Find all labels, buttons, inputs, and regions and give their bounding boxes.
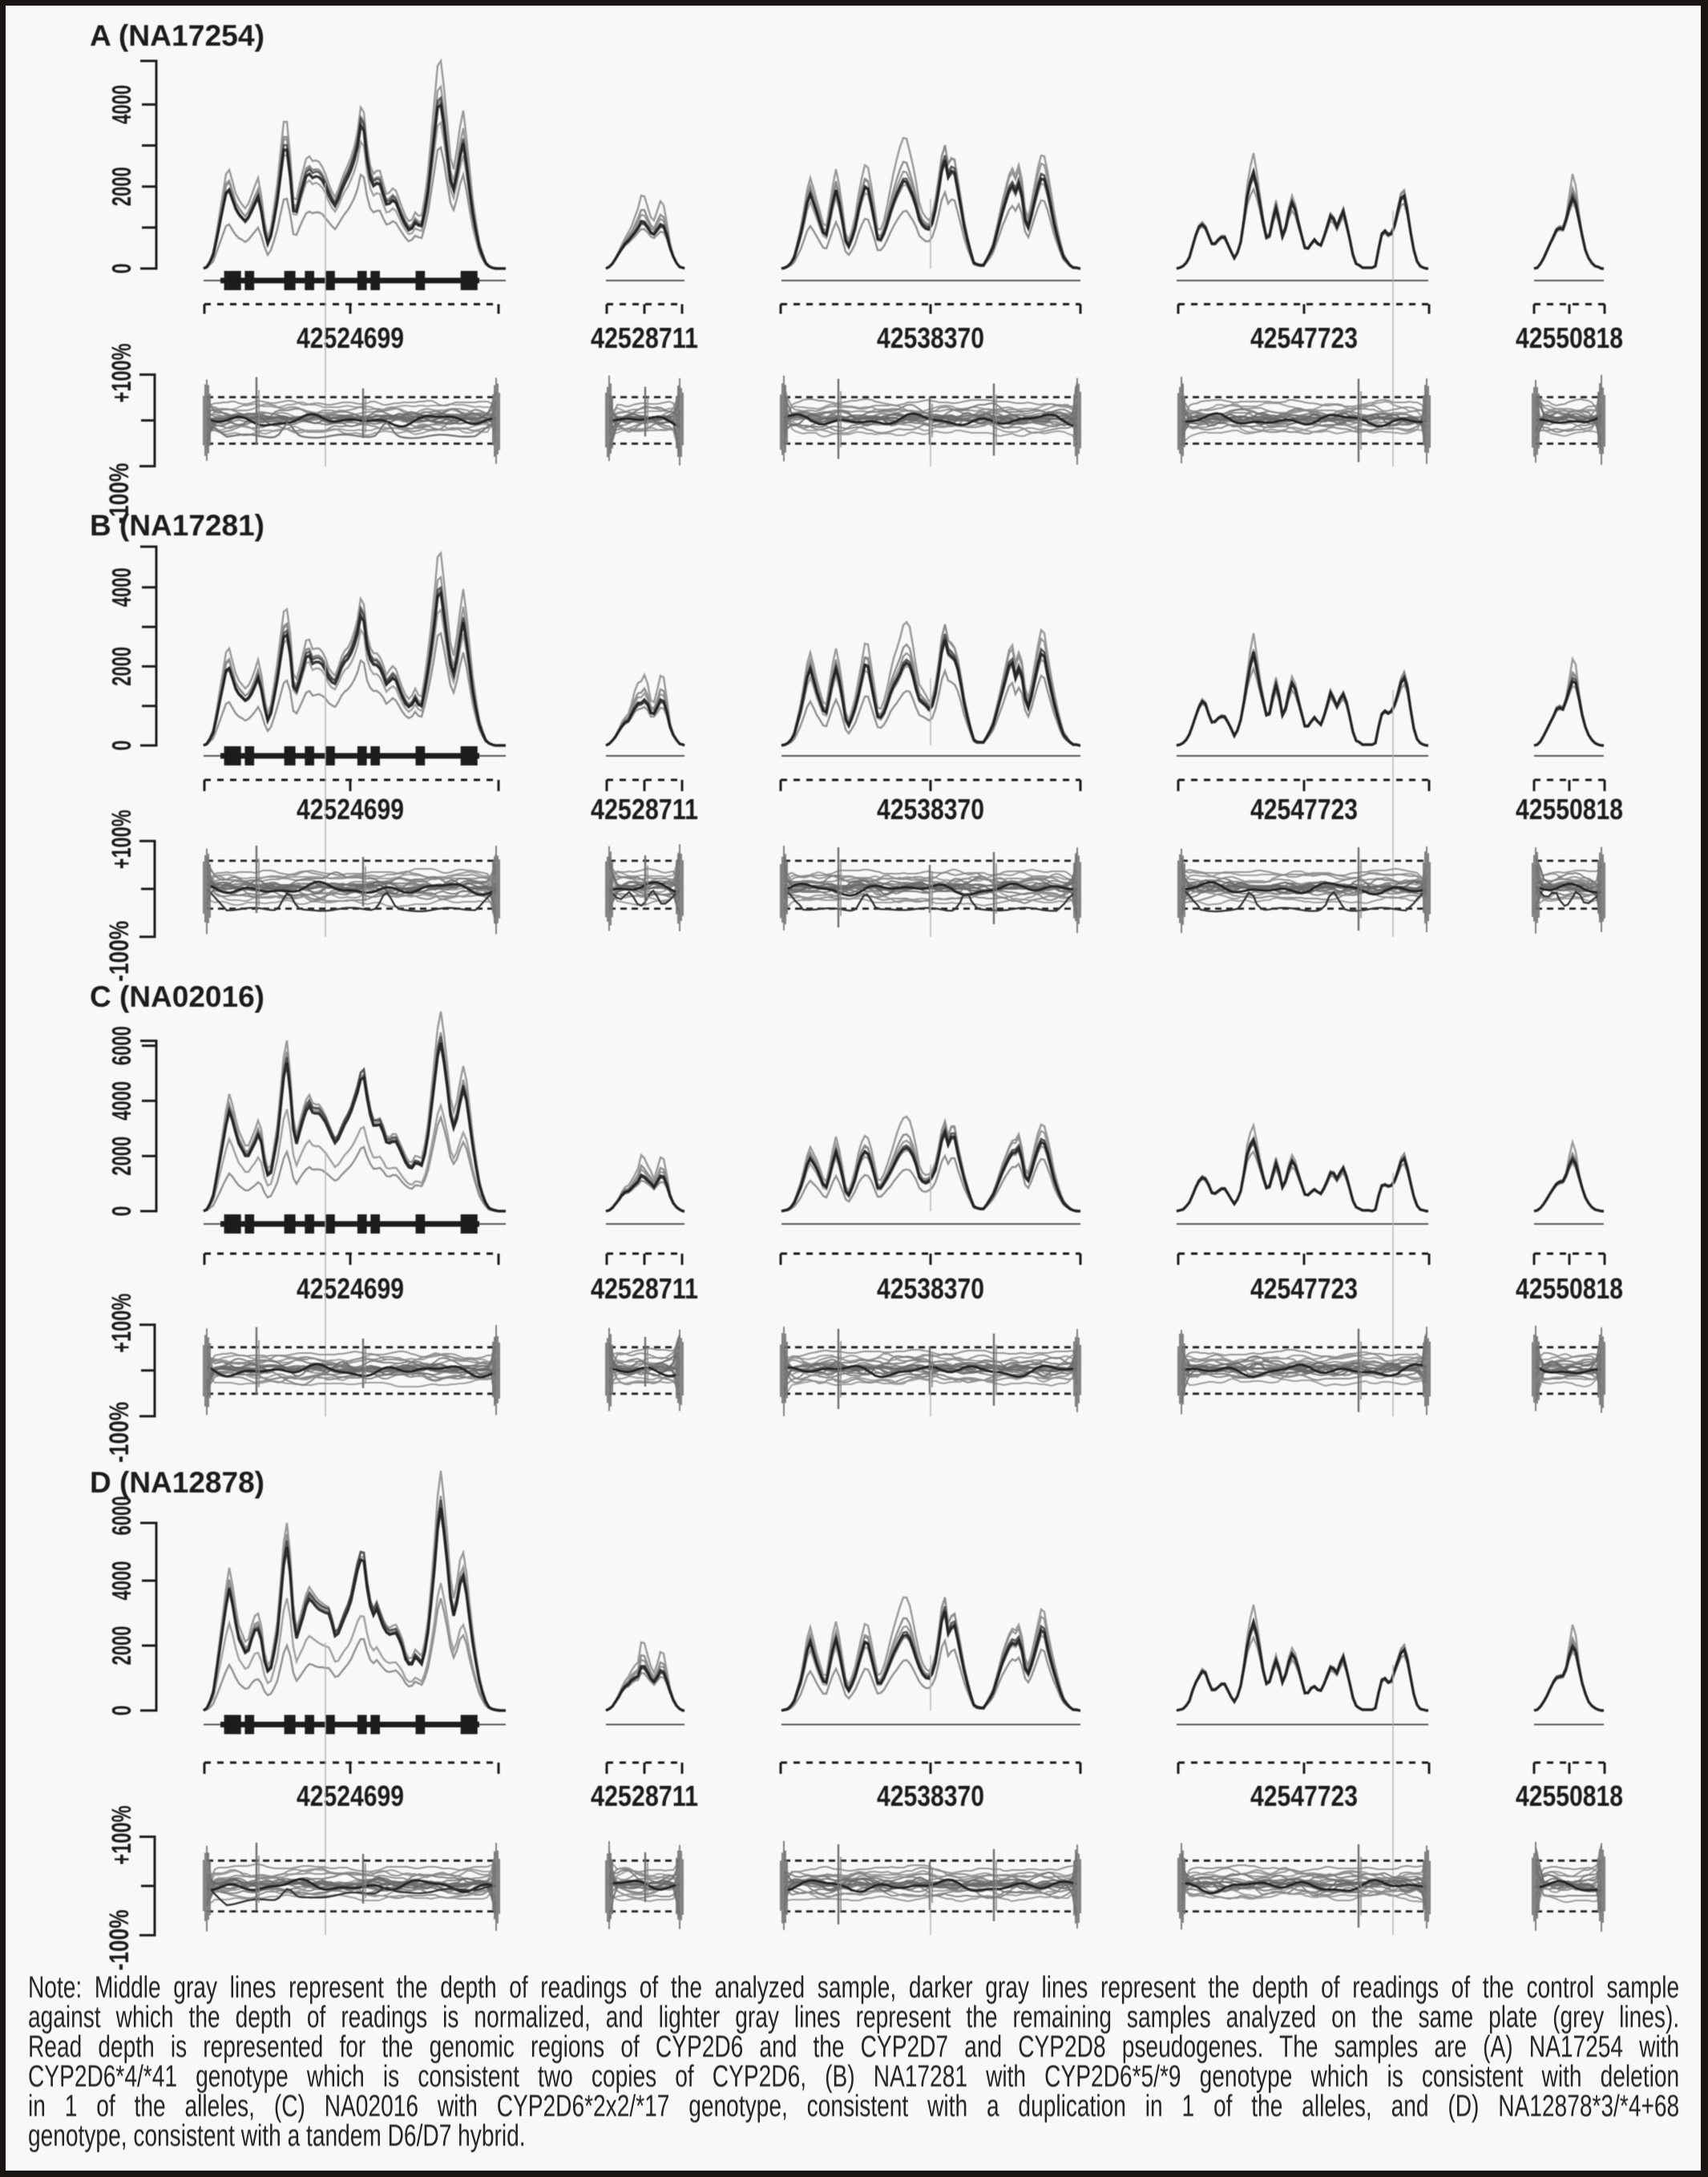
svg-text:42528711: 42528711 <box>591 793 698 826</box>
svg-text:42528711: 42528711 <box>591 1779 698 1812</box>
svg-text:2000: 2000 <box>107 647 136 686</box>
svg-text:6000: 6000 <box>107 1026 136 1065</box>
svg-text:42528711: 42528711 <box>591 321 698 354</box>
svg-text:6000: 6000 <box>107 1496 136 1536</box>
svg-text:42528711: 42528711 <box>591 1272 698 1305</box>
svg-text:42538370: 42538370 <box>877 1272 984 1305</box>
svg-text:4000: 4000 <box>107 85 136 124</box>
svg-text:0: 0 <box>107 741 136 751</box>
svg-text:-100%: -100% <box>104 1909 135 1970</box>
svg-text:B (NA17281): B (NA17281) <box>90 509 264 542</box>
svg-text:+100%: +100% <box>107 1806 137 1865</box>
svg-text:42524699: 42524699 <box>297 321 404 354</box>
svg-text:42547723: 42547723 <box>1250 793 1358 826</box>
svg-text:42550818: 42550818 <box>1516 793 1623 826</box>
svg-text:-100%: -100% <box>104 921 135 982</box>
svg-text:42550818: 42550818 <box>1516 1779 1623 1812</box>
svg-text:42538370: 42538370 <box>877 793 984 826</box>
svg-text:42547723: 42547723 <box>1250 321 1358 354</box>
svg-text:42524699: 42524699 <box>297 793 404 826</box>
svg-text:0: 0 <box>107 1206 136 1217</box>
svg-text:4000: 4000 <box>107 1081 136 1121</box>
svg-text:42524699: 42524699 <box>297 1272 404 1305</box>
svg-text:-100%: -100% <box>104 463 135 524</box>
svg-text:+100%: +100% <box>107 1294 137 1353</box>
svg-text:D (NA12878): D (NA12878) <box>90 1466 264 1499</box>
svg-text:+100%: +100% <box>107 343 137 402</box>
svg-text:42524699: 42524699 <box>297 1779 404 1812</box>
svg-text:C (NA02016): C (NA02016) <box>90 980 264 1013</box>
svg-text:42550818: 42550818 <box>1516 1272 1623 1305</box>
svg-text:4000: 4000 <box>107 1561 136 1601</box>
svg-text:2000: 2000 <box>107 167 136 206</box>
svg-text:-100%: -100% <box>104 1402 135 1463</box>
svg-text:0: 0 <box>107 1706 136 1716</box>
svg-text:42538370: 42538370 <box>877 1779 984 1812</box>
svg-text:+100%: +100% <box>107 810 137 869</box>
svg-text:A (NA17254): A (NA17254) <box>90 19 264 52</box>
svg-text:42547723: 42547723 <box>1250 1779 1358 1812</box>
svg-text:2000: 2000 <box>107 1137 136 1176</box>
svg-text:0: 0 <box>107 264 136 274</box>
svg-text:42547723: 42547723 <box>1250 1272 1358 1305</box>
svg-text:2000: 2000 <box>107 1626 136 1666</box>
svg-text:42550818: 42550818 <box>1516 321 1623 354</box>
svg-text:4000: 4000 <box>107 567 136 607</box>
svg-text:42538370: 42538370 <box>877 321 984 354</box>
